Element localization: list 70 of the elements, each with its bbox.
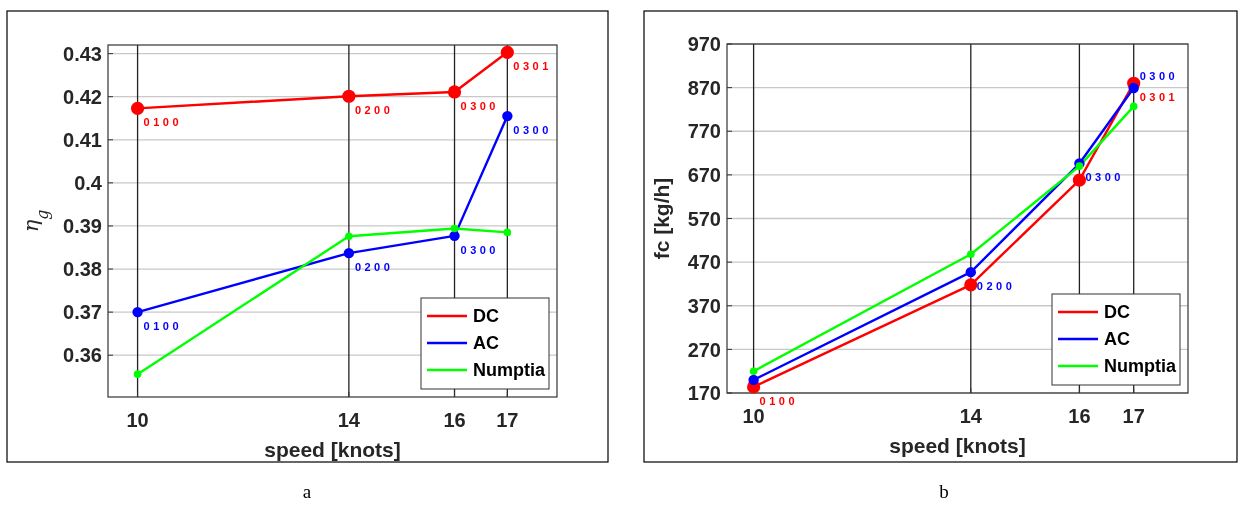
annotation: 0200 (976, 280, 1016, 293)
x-axis-title: speed [knots] (264, 438, 401, 461)
legend-label: DC (473, 306, 499, 327)
point (964, 278, 978, 292)
legend-label: AC (473, 333, 499, 354)
annotation: 0200 (354, 104, 394, 117)
annotation: 0100 (143, 319, 183, 332)
annotation: 0100 (143, 116, 183, 129)
x-tick-label: 10 (126, 409, 149, 431)
y-tick-label: 370 (687, 294, 721, 317)
legend-label: Numptia (1104, 356, 1177, 377)
annotation: 0301 (1139, 91, 1179, 104)
point (749, 367, 758, 375)
point (502, 110, 513, 122)
y-tick-label: 770 (687, 120, 721, 143)
y-tick-label: 0.39 (63, 215, 102, 238)
annotation: 0100 (759, 394, 799, 407)
x-tick-label: 17 (496, 409, 519, 431)
y-tick-label: 0.38 (63, 258, 102, 281)
annotation: 0300 (513, 123, 552, 136)
point (450, 224, 459, 233)
y-tick-label: 0.41 (63, 128, 102, 151)
point (130, 101, 145, 115)
point (748, 374, 759, 386)
y-tick-label: 870 (687, 76, 721, 99)
x-tick-label: 10 (742, 405, 765, 427)
point (1075, 162, 1084, 170)
point (132, 306, 143, 318)
y-tick-label: 170 (687, 382, 721, 405)
point (343, 247, 355, 259)
point (967, 250, 975, 259)
y-tick-label: 270 (687, 338, 721, 361)
point (133, 370, 142, 378)
annotation: 0300 (460, 99, 500, 112)
y-tick-label: 570 (687, 207, 721, 230)
point (1072, 173, 1086, 187)
x-axis-title: speed [knots] (889, 434, 1026, 457)
point (449, 230, 460, 242)
x-tick-label: 16 (1068, 405, 1091, 427)
y-tick-label: 670 (687, 164, 721, 187)
text: a (302, 481, 312, 502)
annotation: 0300 (460, 243, 500, 256)
point (1129, 102, 1138, 111)
y-tick-label: 0.43 (63, 42, 102, 65)
annotation: 0300 (1139, 69, 1179, 82)
point (500, 45, 514, 59)
legend-label: DC (1104, 302, 1130, 323)
point (447, 85, 462, 99)
y-tick-label: 0.4 (74, 172, 103, 195)
x-tick-label: 14 (337, 409, 361, 431)
legend-label: Numptia (473, 360, 546, 381)
x-tick-label: 16 (443, 409, 466, 431)
x-tick-label: 17 (1122, 405, 1145, 427)
y-tick-label: 970 (687, 33, 721, 56)
text: b (939, 481, 949, 502)
y-tick-label: 470 (687, 251, 721, 274)
x-tick-label: 14 (959, 405, 983, 427)
annotation: 0301 (513, 60, 552, 73)
y-axis-title: fc [kg/h] (650, 177, 673, 260)
point (342, 89, 356, 103)
point (1128, 82, 1139, 94)
legend-label: AC (1104, 329, 1130, 350)
point (345, 232, 353, 241)
annotation: 0200 (354, 260, 394, 273)
y-tick-label: 0.37 (63, 301, 102, 324)
point (503, 228, 512, 237)
point (965, 266, 976, 278)
annotation: 0300 (1085, 171, 1124, 184)
y-tick-label: 0.36 (63, 344, 102, 367)
y-tick-label: 0.42 (63, 85, 102, 108)
